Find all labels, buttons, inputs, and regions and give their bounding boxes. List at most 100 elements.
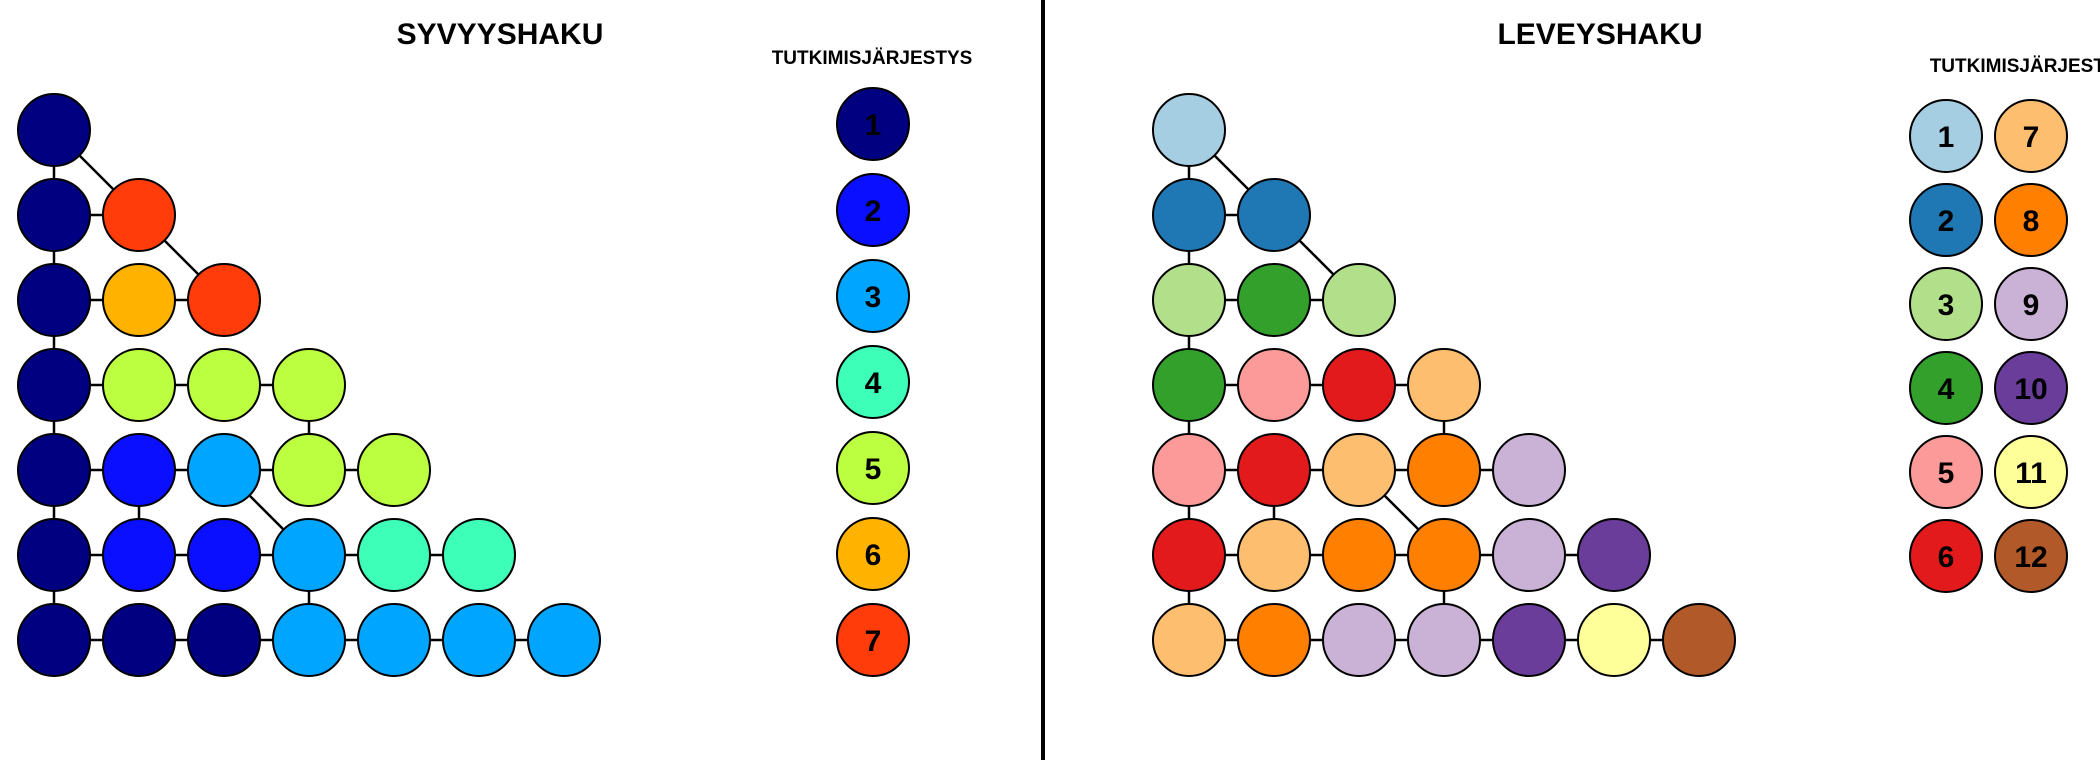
dfs-node-r5-c5 (442, 518, 516, 592)
dfs-node-r6-c1 (102, 603, 176, 677)
bfs-node-r3-c1 (1237, 348, 1311, 422)
dfs-node-r6-c5 (442, 603, 516, 677)
bfs-legend-label-2: 2 (1938, 205, 1955, 238)
bfs-legend-swatch-12 (1994, 519, 2068, 593)
dfs-node-r3-c3 (272, 348, 346, 422)
dfs-legend-swatch-7 (836, 603, 910, 677)
dfs-node-r2-c0 (17, 263, 91, 337)
bfs-legend-swatch-11 (1994, 435, 2068, 509)
dfs-node-r3-c1 (102, 348, 176, 422)
dfs-node-r2-c2 (187, 263, 261, 337)
dfs-node-r5-c4 (357, 518, 431, 592)
dfs-legend-title: TUTKIMISJÄRJESTYS (772, 48, 973, 69)
bfs-legend-label-10: 10 (2014, 373, 2047, 406)
dfs-node-r6-c3 (272, 603, 346, 677)
bfs-node-r6-c2 (1322, 603, 1396, 677)
dfs-legend-label-7: 7 (865, 625, 882, 658)
bfs-node-r6-c3 (1407, 603, 1481, 677)
dfs-legend-swatch-5 (836, 431, 910, 505)
bfs-node-r4-c3 (1407, 433, 1481, 507)
dfs-legend-label-4: 4 (865, 367, 882, 400)
bfs-legend-swatch-7 (1994, 99, 2068, 173)
bfs-legend-swatch-10 (1994, 351, 2068, 425)
bfs-node-r4-c0 (1152, 433, 1226, 507)
bfs-node-r2-c0 (1152, 263, 1226, 337)
dfs-legend-label-5: 5 (865, 453, 882, 486)
bfs-node-r5-c5 (1577, 518, 1651, 592)
bfs-node-r3-c2 (1322, 348, 1396, 422)
dfs-node-r5-c3 (272, 518, 346, 592)
bfs-legend-swatch-2 (1909, 183, 1983, 257)
dfs-node-r6-c4 (357, 603, 431, 677)
dfs-node-r4-c1 (102, 433, 176, 507)
bfs-legend-label-7: 7 (2023, 121, 2040, 154)
bfs-legend-label-6: 6 (1938, 541, 1955, 574)
bfs-legend-label-11: 11 (2015, 457, 2047, 490)
dfs-panel: SYVYYSHAKU TUTKIMISJÄRJESTYS 1 2 3 4 5 6 7 (17, 18, 973, 677)
dfs-legend-label-6: 6 (865, 539, 882, 572)
bfs-node-r6-c0 (1152, 603, 1226, 677)
dfs-node-r1-c0 (17, 178, 91, 252)
bfs-legend-swatch-3 (1909, 267, 1983, 341)
dfs-node-r3-c0 (17, 348, 91, 422)
bfs-node-r3-c3 (1407, 348, 1481, 422)
dfs-legend-swatch-4 (836, 345, 910, 419)
bfs-node-r5-c0 (1152, 518, 1226, 592)
bfs-node-r6-c5 (1577, 603, 1651, 677)
dfs-node-r4-c4 (357, 433, 431, 507)
bfs-node-r2-c1 (1237, 263, 1311, 337)
bfs-legend-label-3: 3 (1938, 289, 1955, 322)
bfs-node-r0-c0 (1152, 93, 1226, 167)
dfs-legend-swatch-2 (836, 173, 910, 247)
bfs-node-r2-c2 (1322, 263, 1396, 337)
bfs-legend-label-4: 4 (1938, 373, 1955, 406)
dfs-node-r5-c1 (102, 518, 176, 592)
bfs-legend-label-12: 12 (2014, 541, 2047, 574)
dfs-node-r5-c2 (187, 518, 261, 592)
dfs-legend-label-3: 3 (865, 281, 882, 314)
bfs-node-r4-c4 (1492, 433, 1566, 507)
dfs-node-r5-c0 (17, 518, 91, 592)
dfs-node-r3-c2 (187, 348, 261, 422)
bfs-legend-swatch-4 (1909, 351, 1983, 425)
bfs-node-r1-c0 (1152, 178, 1226, 252)
bfs-node-r3-c0 (1152, 348, 1226, 422)
dfs-legend-swatch-3 (836, 259, 910, 333)
dfs-node-r0-c0 (17, 93, 91, 167)
bfs-node-r4-c1 (1237, 433, 1311, 507)
dfs-legend-label-2: 2 (865, 195, 882, 228)
bfs-node-r6-c4 (1492, 603, 1566, 677)
bfs-legend-swatch-8 (1994, 183, 2068, 257)
bfs-legend-title: TUTKIMISJÄRJESTYS (1930, 56, 2100, 77)
bfs-node-r4-c2 (1322, 433, 1396, 507)
bfs-node-r1-c1 (1237, 178, 1311, 252)
bfs-panel: LEVEYSHAKU TUTKIMISJÄRJESTYS 12345678910… (1152, 18, 2100, 677)
bfs-node-r5-c2 (1322, 518, 1396, 592)
dfs-legend-label-1: 1 (865, 109, 882, 142)
bfs-legend-label-8: 8 (2023, 205, 2040, 238)
bfs-legend-swatch-6 (1909, 519, 1983, 593)
dfs-title: SYVYYSHAKU (397, 18, 604, 51)
dfs-node-r1-c1 (102, 178, 176, 252)
dfs-node-r6-c2 (187, 603, 261, 677)
bfs-node-r6-c6 (1662, 603, 1736, 677)
bfs-legend-label-1: 1 (1938, 121, 1955, 154)
dfs-node-r4-c2 (187, 433, 261, 507)
bfs-node-r5-c1 (1237, 518, 1311, 592)
bfs-legend-swatch-1 (1909, 99, 1983, 173)
bfs-nodes (1152, 93, 1736, 677)
bfs-node-r5-c4 (1492, 518, 1566, 592)
bfs-legend-swatch-5 (1909, 435, 1983, 509)
dfs-node-r4-c0 (17, 433, 91, 507)
bfs-node-r5-c3 (1407, 518, 1481, 592)
dfs-node-r2-c1 (102, 263, 176, 337)
dfs-node-r6-c6 (527, 603, 601, 677)
bfs-legend-label-9: 9 (2023, 289, 2040, 322)
dfs-legend-swatch-1 (836, 87, 910, 161)
dfs-node-r4-c3 (272, 433, 346, 507)
dfs-node-r6-c0 (17, 603, 91, 677)
dfs-legend: 1 2 3 4 5 6 7 (836, 87, 910, 677)
bfs-title: LEVEYSHAKU (1497, 18, 1702, 51)
